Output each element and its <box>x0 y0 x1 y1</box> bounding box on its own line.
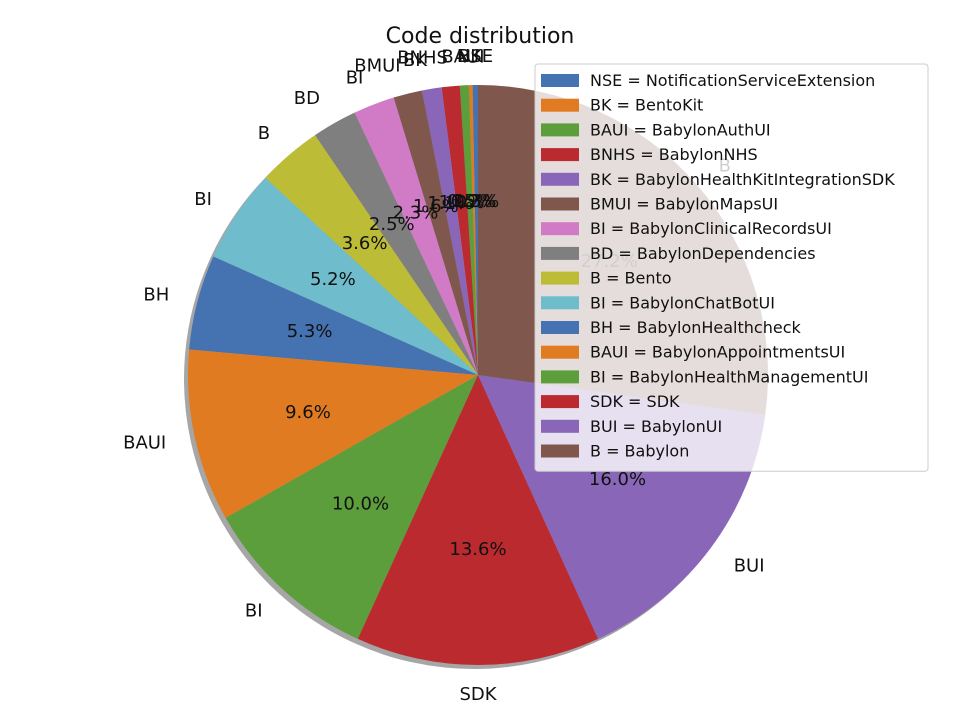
legend-entry: BK = BabylonHealthKitIntegrationSDK <box>590 170 895 189</box>
legend-swatch <box>541 345 579 359</box>
legend-swatch <box>541 222 579 236</box>
slice-category-label: BMUI <box>354 56 400 77</box>
legend-swatch <box>541 172 579 186</box>
pie-slice <box>314 112 478 375</box>
legend-frame <box>534 63 929 472</box>
slice-percent-label: 1.1% <box>427 193 473 214</box>
chart-title: Code distribution <box>386 24 575 49</box>
legend-entry: SDK = SDK <box>590 392 680 411</box>
legend-entry: BK = BentoKit <box>590 96 703 115</box>
legend-entry: B = Bento <box>590 269 672 288</box>
slice-percent-label: 3.6% <box>342 233 388 254</box>
pie-slice <box>225 375 478 639</box>
slice-category-label: BD <box>294 88 320 109</box>
legend-entry: NSE = NotificationServiceExtension <box>590 71 875 90</box>
pie-slice <box>357 375 599 665</box>
slice-percent-label: 13.6% <box>449 539 506 560</box>
slice-percent-label: 0.2% <box>451 191 497 212</box>
legend-entry: BUI = BabylonUI <box>590 417 722 436</box>
legend-entry: B = Babylon <box>590 442 689 461</box>
legend-swatch <box>541 370 579 384</box>
legend-swatch <box>541 197 579 211</box>
slice-category-label: BK <box>458 46 483 67</box>
slice-percent-label: 5.2% <box>310 269 356 290</box>
legend-swatch <box>541 246 579 260</box>
legend-entry: BMUI = BabylonMapsUI <box>590 195 778 214</box>
legend-swatch <box>541 98 579 112</box>
legend: NSE = NotificationServiceExtension BK = B… <box>534 63 929 472</box>
slice-category-label: BAUI <box>441 46 484 67</box>
pie-slice <box>188 349 478 518</box>
slice-percent-label: 5.3% <box>287 321 333 342</box>
slice-category-label: BK <box>403 50 428 71</box>
legend-entry: BNHS = BabylonNHS <box>590 145 758 164</box>
legend-entry: BI = BabylonHealthManagementUI <box>590 367 868 386</box>
legend-entry: BAUI = BabylonAuthUI <box>590 120 771 139</box>
slice-percent-label: 1.0% <box>439 192 485 213</box>
legend-swatch <box>541 271 579 285</box>
slice-category-label: BNHS <box>397 47 448 68</box>
slice-percent-label: 9.6% <box>285 402 331 423</box>
pie-slice <box>468 85 478 376</box>
slice-category-label: BUI <box>734 556 765 577</box>
pie-slice <box>354 97 478 376</box>
slice-percent-label: 2.5% <box>369 214 415 235</box>
pie-slice <box>213 177 478 375</box>
pie-slice <box>393 90 478 375</box>
pie-slice <box>189 256 478 375</box>
legend-swatch <box>541 123 579 137</box>
legend-swatch <box>541 395 579 409</box>
slice-percent-label: 1.6% <box>413 196 459 217</box>
slice-percent-label: 10.0% <box>332 493 389 514</box>
pie-slice <box>459 85 478 375</box>
slice-category-label: B <box>258 123 270 144</box>
slice-percent-label: 16.0% <box>589 469 646 490</box>
slice-category-label: BI <box>194 189 212 210</box>
legend-entry: BAUI = BabylonAppointmentsUI <box>590 343 845 362</box>
pie-slice <box>472 85 478 375</box>
legend-swatch <box>541 74 579 87</box>
legend-entry: BD = BabylonDependencies <box>590 244 816 263</box>
legend-entry: BI = BabylonChatBotUI <box>590 293 775 312</box>
slice-category-label: BI <box>346 67 364 88</box>
legend-swatch <box>541 321 579 334</box>
pie-slice <box>441 85 478 375</box>
legend-entry: BI = BabylonClinicalRecordsUI <box>590 219 832 238</box>
legend-swatch <box>541 296 579 310</box>
slice-category-label: SDK <box>459 684 497 705</box>
slice-percent-label: 2.3% <box>393 203 439 224</box>
slice-category-label: BH <box>143 285 169 306</box>
legend-swatch <box>541 148 579 162</box>
pie-slice <box>421 87 478 375</box>
slice-category-label: BAUI <box>123 433 166 454</box>
legend-entry: BH = BabylonHealthcheck <box>590 318 801 337</box>
pie-slice <box>265 135 478 375</box>
legend-swatch <box>541 419 579 433</box>
slice-percent-label: 0.5% <box>447 191 493 212</box>
slice-percent-label: 0.3% <box>453 191 499 212</box>
legend-swatch <box>541 444 579 458</box>
slice-category-label: BI <box>245 600 263 621</box>
slice-category-label: NSE <box>457 46 493 67</box>
